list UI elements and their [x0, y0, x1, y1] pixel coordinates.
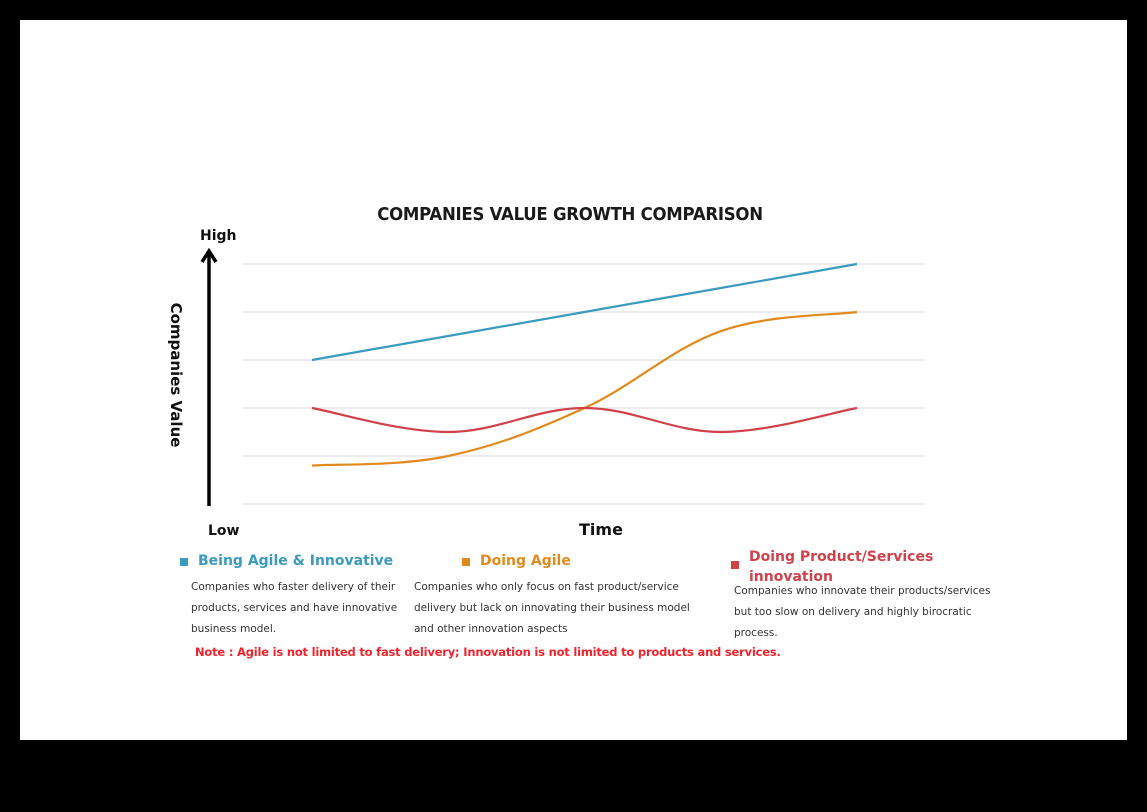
chart-canvas — [20, 20, 1127, 740]
legend-item-agile-innovative: Being Agile & Innovative — [180, 553, 393, 569]
desc-line: delivery but lack on innovating their bu… — [414, 602, 690, 614]
legend-item-product-innovation: Doing Product/Services innovation — [731, 547, 933, 587]
legend-swatch-icon — [180, 558, 188, 566]
series-line — [311, 406, 858, 434]
desc-line: but too slow on delivery and highly biro… — [734, 606, 972, 618]
legend-description-agile-innovative: Companies who faster delivery of their p… — [191, 577, 397, 640]
y-axis-low-label: Low — [208, 523, 240, 539]
series-lines — [311, 262, 858, 467]
legend-item-doing-agile: Doing Agile — [462, 553, 571, 569]
legend-swatch-icon — [462, 558, 470, 566]
legend-swatch-icon — [731, 561, 739, 569]
footnote: Note : Agile is not limited to fast deli… — [195, 645, 781, 659]
desc-line: and other innovation aspects — [414, 623, 568, 635]
series-line — [311, 262, 858, 362]
desc-line: Companies who faster delivery of their — [191, 581, 396, 593]
y-axis-high-label: High — [200, 228, 237, 244]
chart-title: COMPANIES VALUE GROWTH COMPARISON — [377, 204, 763, 225]
y-axis-arrow-icon — [200, 247, 218, 506]
y-axis-title: Companies Value — [167, 302, 185, 448]
gridlines — [243, 263, 924, 505]
legend-label: Doing Agile — [480, 553, 571, 569]
legend-description-doing-agile: Companies who only focus on fast product… — [414, 577, 690, 640]
legend-label-line: innovation — [749, 569, 833, 585]
legend-description-product-innovation: Companies who innovate their products/se… — [734, 581, 990, 644]
desc-line: products, services and have innovative — [191, 602, 398, 614]
desc-line: Companies who only focus on fast product… — [414, 581, 679, 593]
x-axis-title: Time — [579, 520, 623, 539]
legend-label: Being Agile & Innovative — [198, 553, 394, 569]
desc-line: process. — [734, 627, 778, 639]
legend-label-line: Doing Product/Services — [749, 549, 934, 565]
desc-line: Companies who innovate their products/se… — [734, 585, 991, 597]
legend-label: Doing Product/Services innovation — [749, 547, 933, 587]
series-line — [311, 310, 858, 467]
desc-line: business model. — [191, 623, 277, 635]
